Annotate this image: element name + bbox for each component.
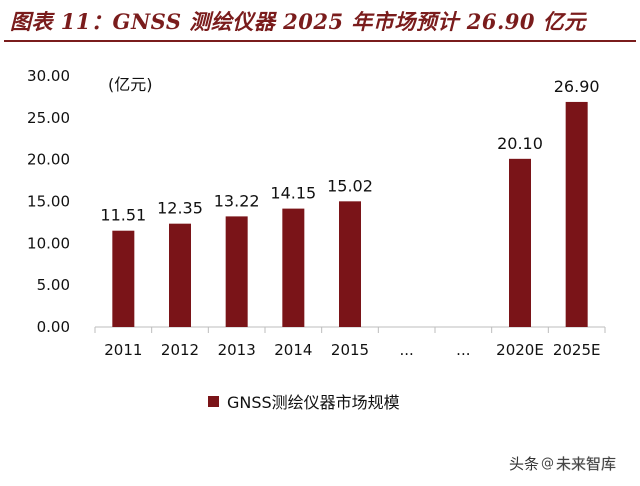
y-tick-label: 15.00: [27, 193, 70, 211]
watermark: 头条 @ 未来智库: [509, 450, 616, 476]
y-tick-label: 25.00: [27, 109, 70, 127]
data-label: 20.10: [497, 134, 543, 153]
title-bar: 图表 11：GNSS 测绘仪器 2025 年市场预计 26.90 亿元: [0, 0, 640, 42]
x-tick-label: 2015: [331, 341, 369, 359]
y-tick-label: 20.00: [27, 151, 70, 169]
bar: [225, 216, 248, 327]
data-label: 12.35: [157, 199, 203, 218]
x-tick-label: ...: [456, 341, 470, 359]
y-tick-label: 0.00: [37, 318, 70, 336]
at-icon: @: [541, 455, 555, 471]
x-tick-label: 2014: [274, 341, 312, 359]
watermark-right: 未来智库: [556, 454, 617, 473]
y-tick-label: 30.00: [27, 67, 70, 85]
x-tick-label: 2012: [161, 341, 199, 359]
x-tick-label: 2013: [218, 341, 256, 359]
bar: [509, 158, 531, 327]
chart-legend: GNSS测绘仪器市场规模: [208, 390, 400, 412]
bar: [282, 208, 305, 327]
bar: [565, 101, 588, 327]
legend-swatch: [208, 395, 219, 407]
y-tick-label: 10.00: [27, 234, 70, 252]
data-label: 13.22: [214, 191, 260, 210]
bar: [339, 201, 361, 327]
watermark-left: 头条: [509, 454, 540, 473]
data-label: 14.15: [270, 184, 316, 203]
legend-label: GNSS测绘仪器市场规模: [227, 393, 400, 412]
x-tick-label: 2011: [104, 341, 142, 359]
data-label: 26.90: [554, 77, 600, 96]
y-tick-label: 5.00: [37, 276, 70, 294]
x-tick-label: 2025E: [553, 341, 601, 359]
x-tick-label: 2020E: [496, 341, 544, 359]
x-tick-label: ...: [400, 341, 414, 359]
unit-label: (亿元): [108, 75, 153, 94]
bar: [169, 223, 191, 327]
figure-title: 图表 11：GNSS 测绘仪器 2025 年市场预计 26.90 亿元: [10, 9, 586, 34]
bar: [112, 230, 135, 327]
title-divider: [4, 40, 636, 42]
data-label: 11.51: [100, 206, 146, 225]
data-label: 15.02: [327, 176, 373, 195]
